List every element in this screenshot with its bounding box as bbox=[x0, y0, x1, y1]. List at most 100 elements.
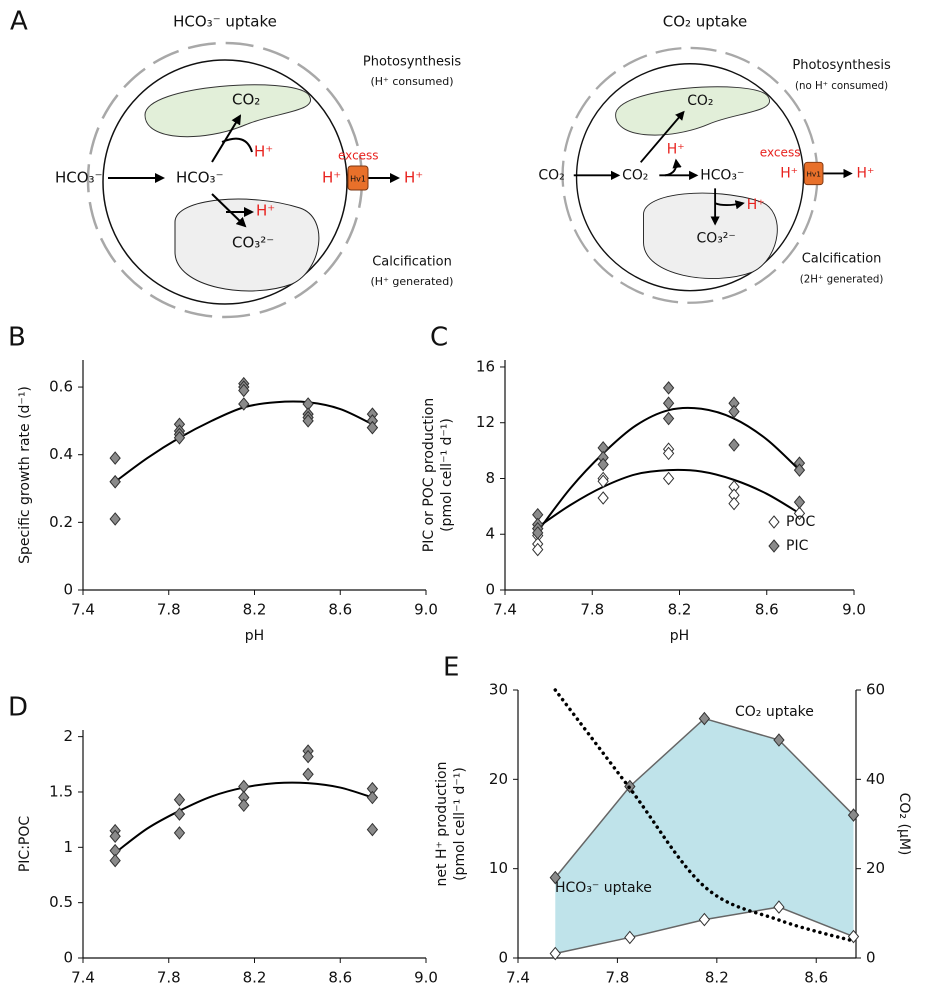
y2-tick-label: 20 bbox=[866, 859, 885, 877]
process-note: (no H⁺ consumed) bbox=[795, 81, 888, 92]
excess-label: excess bbox=[760, 146, 801, 160]
x-tick-label: 8.6 bbox=[328, 601, 352, 619]
y2-tick-label: 0 bbox=[866, 949, 876, 967]
y-tick-label: 10 bbox=[489, 859, 508, 877]
data-point bbox=[597, 491, 609, 505]
data-point bbox=[532, 542, 544, 557]
data-point bbox=[847, 808, 860, 822]
data-point bbox=[662, 381, 675, 395]
data-point bbox=[532, 526, 544, 540]
cell: HCO₃⁻ uptake Hv1 HCO₃⁻ HCO₃⁻ CO₂ H⁺ H⁺ C… bbox=[55, 13, 461, 319]
channel-label: Hv1 bbox=[350, 175, 366, 184]
fit-line bbox=[536, 406, 801, 533]
data-point bbox=[698, 912, 711, 927]
data-point bbox=[109, 512, 121, 526]
legend-label: PIC bbox=[786, 538, 809, 554]
data-point bbox=[302, 749, 314, 764]
y-axis-label: net H⁺ production bbox=[434, 762, 450, 887]
data-point bbox=[238, 779, 250, 794]
x-tick-label: 7.4 bbox=[71, 969, 95, 987]
co2-line bbox=[553, 688, 856, 943]
species: H⁺ bbox=[780, 165, 798, 181]
data-point bbox=[109, 853, 121, 868]
x-tick-label: 7.8 bbox=[605, 969, 629, 987]
data-point bbox=[773, 733, 785, 747]
data-point bbox=[366, 822, 379, 837]
data-point bbox=[773, 900, 785, 914]
y-tick-label: 0.4 bbox=[49, 445, 73, 463]
data-point bbox=[173, 792, 186, 807]
data-point bbox=[173, 431, 186, 445]
y-tick-label: 0 bbox=[63, 949, 73, 967]
legend-label: POC bbox=[786, 514, 815, 530]
y-axis-label: (pmol cell⁻¹ d⁻¹) bbox=[439, 418, 455, 532]
y-tick-label: 30 bbox=[489, 681, 508, 699]
data-point bbox=[366, 420, 379, 435]
data-point bbox=[302, 767, 314, 782]
data-point bbox=[624, 930, 636, 945]
x-axis-label: pH bbox=[670, 628, 689, 644]
data-point bbox=[238, 383, 250, 398]
cell: Hv1 CO₂ CO₂ CO₂ H⁺ HCO₃⁻ H⁺ CO₃²⁻ H⁺ H⁺ … bbox=[538, 46, 891, 304]
panel-label: E bbox=[443, 653, 459, 683]
process-note: (H⁺ generated) bbox=[371, 275, 454, 288]
data-point bbox=[662, 411, 675, 426]
series-label: HCO₃⁻ uptake bbox=[555, 880, 652, 896]
uptake-range bbox=[555, 718, 854, 954]
data-point bbox=[597, 474, 609, 489]
data-point bbox=[793, 495, 806, 509]
fit-line bbox=[114, 400, 373, 483]
fit-line bbox=[537, 468, 800, 529]
arrow bbox=[664, 158, 682, 177]
data-point bbox=[173, 807, 186, 821]
arrow bbox=[211, 114, 242, 163]
species: CO₂ bbox=[232, 91, 260, 109]
x-tick-label: 8.2 bbox=[243, 601, 267, 619]
y-axis-label: Specific growth rate (d⁻¹) bbox=[17, 386, 33, 564]
channel-label: Hv1 bbox=[806, 169, 821, 178]
data-point bbox=[302, 414, 314, 428]
legend-swatch bbox=[768, 539, 780, 553]
vesicle bbox=[643, 192, 778, 279]
y-tick-label: 2 bbox=[63, 727, 73, 745]
cell-title: CO₂ uptake bbox=[663, 13, 748, 31]
data-point bbox=[728, 496, 740, 511]
x-tick-label: 7.8 bbox=[580, 601, 604, 619]
x-tick-label: 8.6 bbox=[804, 969, 828, 987]
y-tick-label: 0 bbox=[498, 949, 508, 967]
species: CO₃²⁻ bbox=[232, 234, 274, 252]
species: H⁺ bbox=[747, 197, 765, 213]
vesicle bbox=[174, 198, 320, 292]
data-point bbox=[728, 438, 740, 452]
y-tick-label: 12 bbox=[476, 413, 495, 431]
data-point bbox=[109, 474, 121, 489]
arrow bbox=[714, 200, 745, 210]
species: CO₂ bbox=[538, 167, 564, 183]
data-point bbox=[662, 446, 675, 461]
species: CO₂ bbox=[622, 167, 648, 183]
panel-label: C bbox=[430, 323, 448, 353]
y-tick-label: 0.6 bbox=[49, 378, 73, 396]
data-point bbox=[238, 798, 250, 813]
x-tick-label: 9.0 bbox=[414, 969, 438, 987]
process-label: Calcification bbox=[372, 255, 452, 270]
species: CO₃²⁻ bbox=[697, 231, 736, 247]
y-tick-label: 0 bbox=[63, 581, 73, 599]
species: H⁺ bbox=[667, 141, 685, 157]
x-tick-label: 9.0 bbox=[414, 601, 438, 619]
x-tick-label: 7.8 bbox=[157, 601, 181, 619]
species: H⁺ bbox=[254, 143, 273, 161]
y2-tick-label: 40 bbox=[866, 770, 885, 788]
y-tick-label: 1.5 bbox=[49, 782, 73, 800]
chloroplast bbox=[144, 84, 311, 138]
x-tick-label: 9.0 bbox=[842, 601, 866, 619]
x-tick-label: 8.2 bbox=[705, 969, 729, 987]
species: H⁺ bbox=[256, 202, 275, 220]
data-point bbox=[793, 463, 806, 477]
species: HCO₃⁻ bbox=[55, 169, 103, 187]
process-label: Calcification bbox=[802, 252, 882, 267]
y-tick-label: 20 bbox=[489, 770, 508, 788]
x-tick-label: 7.4 bbox=[506, 969, 530, 987]
chloroplast bbox=[615, 86, 770, 136]
